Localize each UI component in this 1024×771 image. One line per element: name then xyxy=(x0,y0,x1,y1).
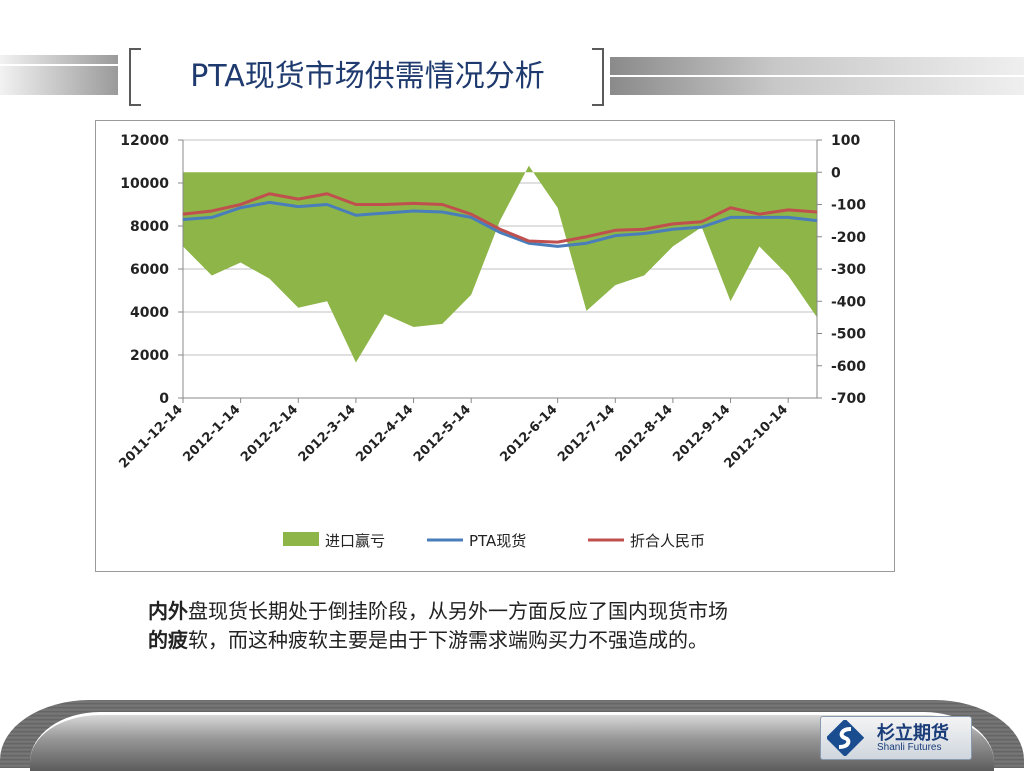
y-tick-left: 12000 xyxy=(120,133,169,149)
y-tick-right: 100 xyxy=(831,133,860,149)
title-bracket-right xyxy=(592,48,604,106)
y-tick-left: 4000 xyxy=(130,305,169,321)
y-tick-right: -400 xyxy=(831,294,866,310)
y-tick-left: 10000 xyxy=(120,176,169,192)
y-tick-right: -300 xyxy=(831,262,866,278)
slide-note: 内外盘现货长期处于倒挂阶段，从另外一方面反应了国内现货市场 的疲软，而这种疲软主… xyxy=(148,597,908,655)
x-tick-label: 2012-3-14 xyxy=(296,402,359,465)
x-tick-label: 2012-8-14 xyxy=(613,402,676,465)
x-tick-label: 2012-6-14 xyxy=(497,402,560,465)
slide-title: PTA现货市场供需情况分析 xyxy=(190,59,545,94)
x-tick-label: 2012-7-14 xyxy=(555,402,618,465)
x-tick-label: 2012-2-14 xyxy=(238,402,301,465)
pta-chart: 0 2000 4000 6000 8000 10000 12000 -700 -600 -500 -… xyxy=(116,133,866,550)
x-tick-label: 2012-5-14 xyxy=(411,402,474,465)
logo-subtitle: Shanli Futures xyxy=(877,742,942,753)
y-tick-right: -200 xyxy=(831,230,866,246)
legend-label-2: 折合人民币 xyxy=(630,532,705,550)
y-tick-left: 6000 xyxy=(130,262,169,278)
company-logo: 杉立期货 Shanli Futures xyxy=(820,716,972,760)
legend-swatch-0 xyxy=(283,532,319,546)
legend-label-0: 进口赢亏 xyxy=(325,532,385,550)
note-bold-1: 内外 xyxy=(148,599,188,623)
series-area-import-profit xyxy=(183,165,817,363)
note-bold-2: 的疲 xyxy=(148,628,188,652)
x-tick-label: 2011-12-14 xyxy=(116,402,185,471)
header-bar-left xyxy=(0,55,118,95)
logo-mark-icon xyxy=(827,720,865,756)
y-tick-left: 8000 xyxy=(130,219,169,235)
y-tick-right: -600 xyxy=(831,359,866,375)
header-bar-left-line xyxy=(0,64,118,66)
y-tick-right: -500 xyxy=(831,327,866,343)
x-tick-label: 2012-4-14 xyxy=(353,402,416,465)
note-text-1: 盘现货长期处于倒挂阶段，从另外一方面反应了国内现货市场 xyxy=(188,599,728,623)
title-bracket-left xyxy=(129,48,141,106)
note-text-2: 软，而这种疲软主要是由于下游需求端购买力不强造成的。 xyxy=(188,628,708,652)
y-tick-left: 2000 xyxy=(130,348,169,364)
logo-name: 杉立期货 xyxy=(877,723,949,744)
series-line-0 xyxy=(182,200,818,248)
series-line-1 xyxy=(182,192,818,244)
y-tick-right: -700 xyxy=(831,391,866,407)
header-bar-right-line xyxy=(610,75,1024,77)
y-tick-right: 0 xyxy=(831,165,841,181)
legend-label-1: PTA现货 xyxy=(469,532,526,550)
y-tick-left: 0 xyxy=(159,391,169,407)
x-tick-label: 2012-9-14 xyxy=(670,402,733,465)
x-tick-label: 2012-1-14 xyxy=(180,402,243,465)
y-tick-right: -100 xyxy=(831,198,866,214)
